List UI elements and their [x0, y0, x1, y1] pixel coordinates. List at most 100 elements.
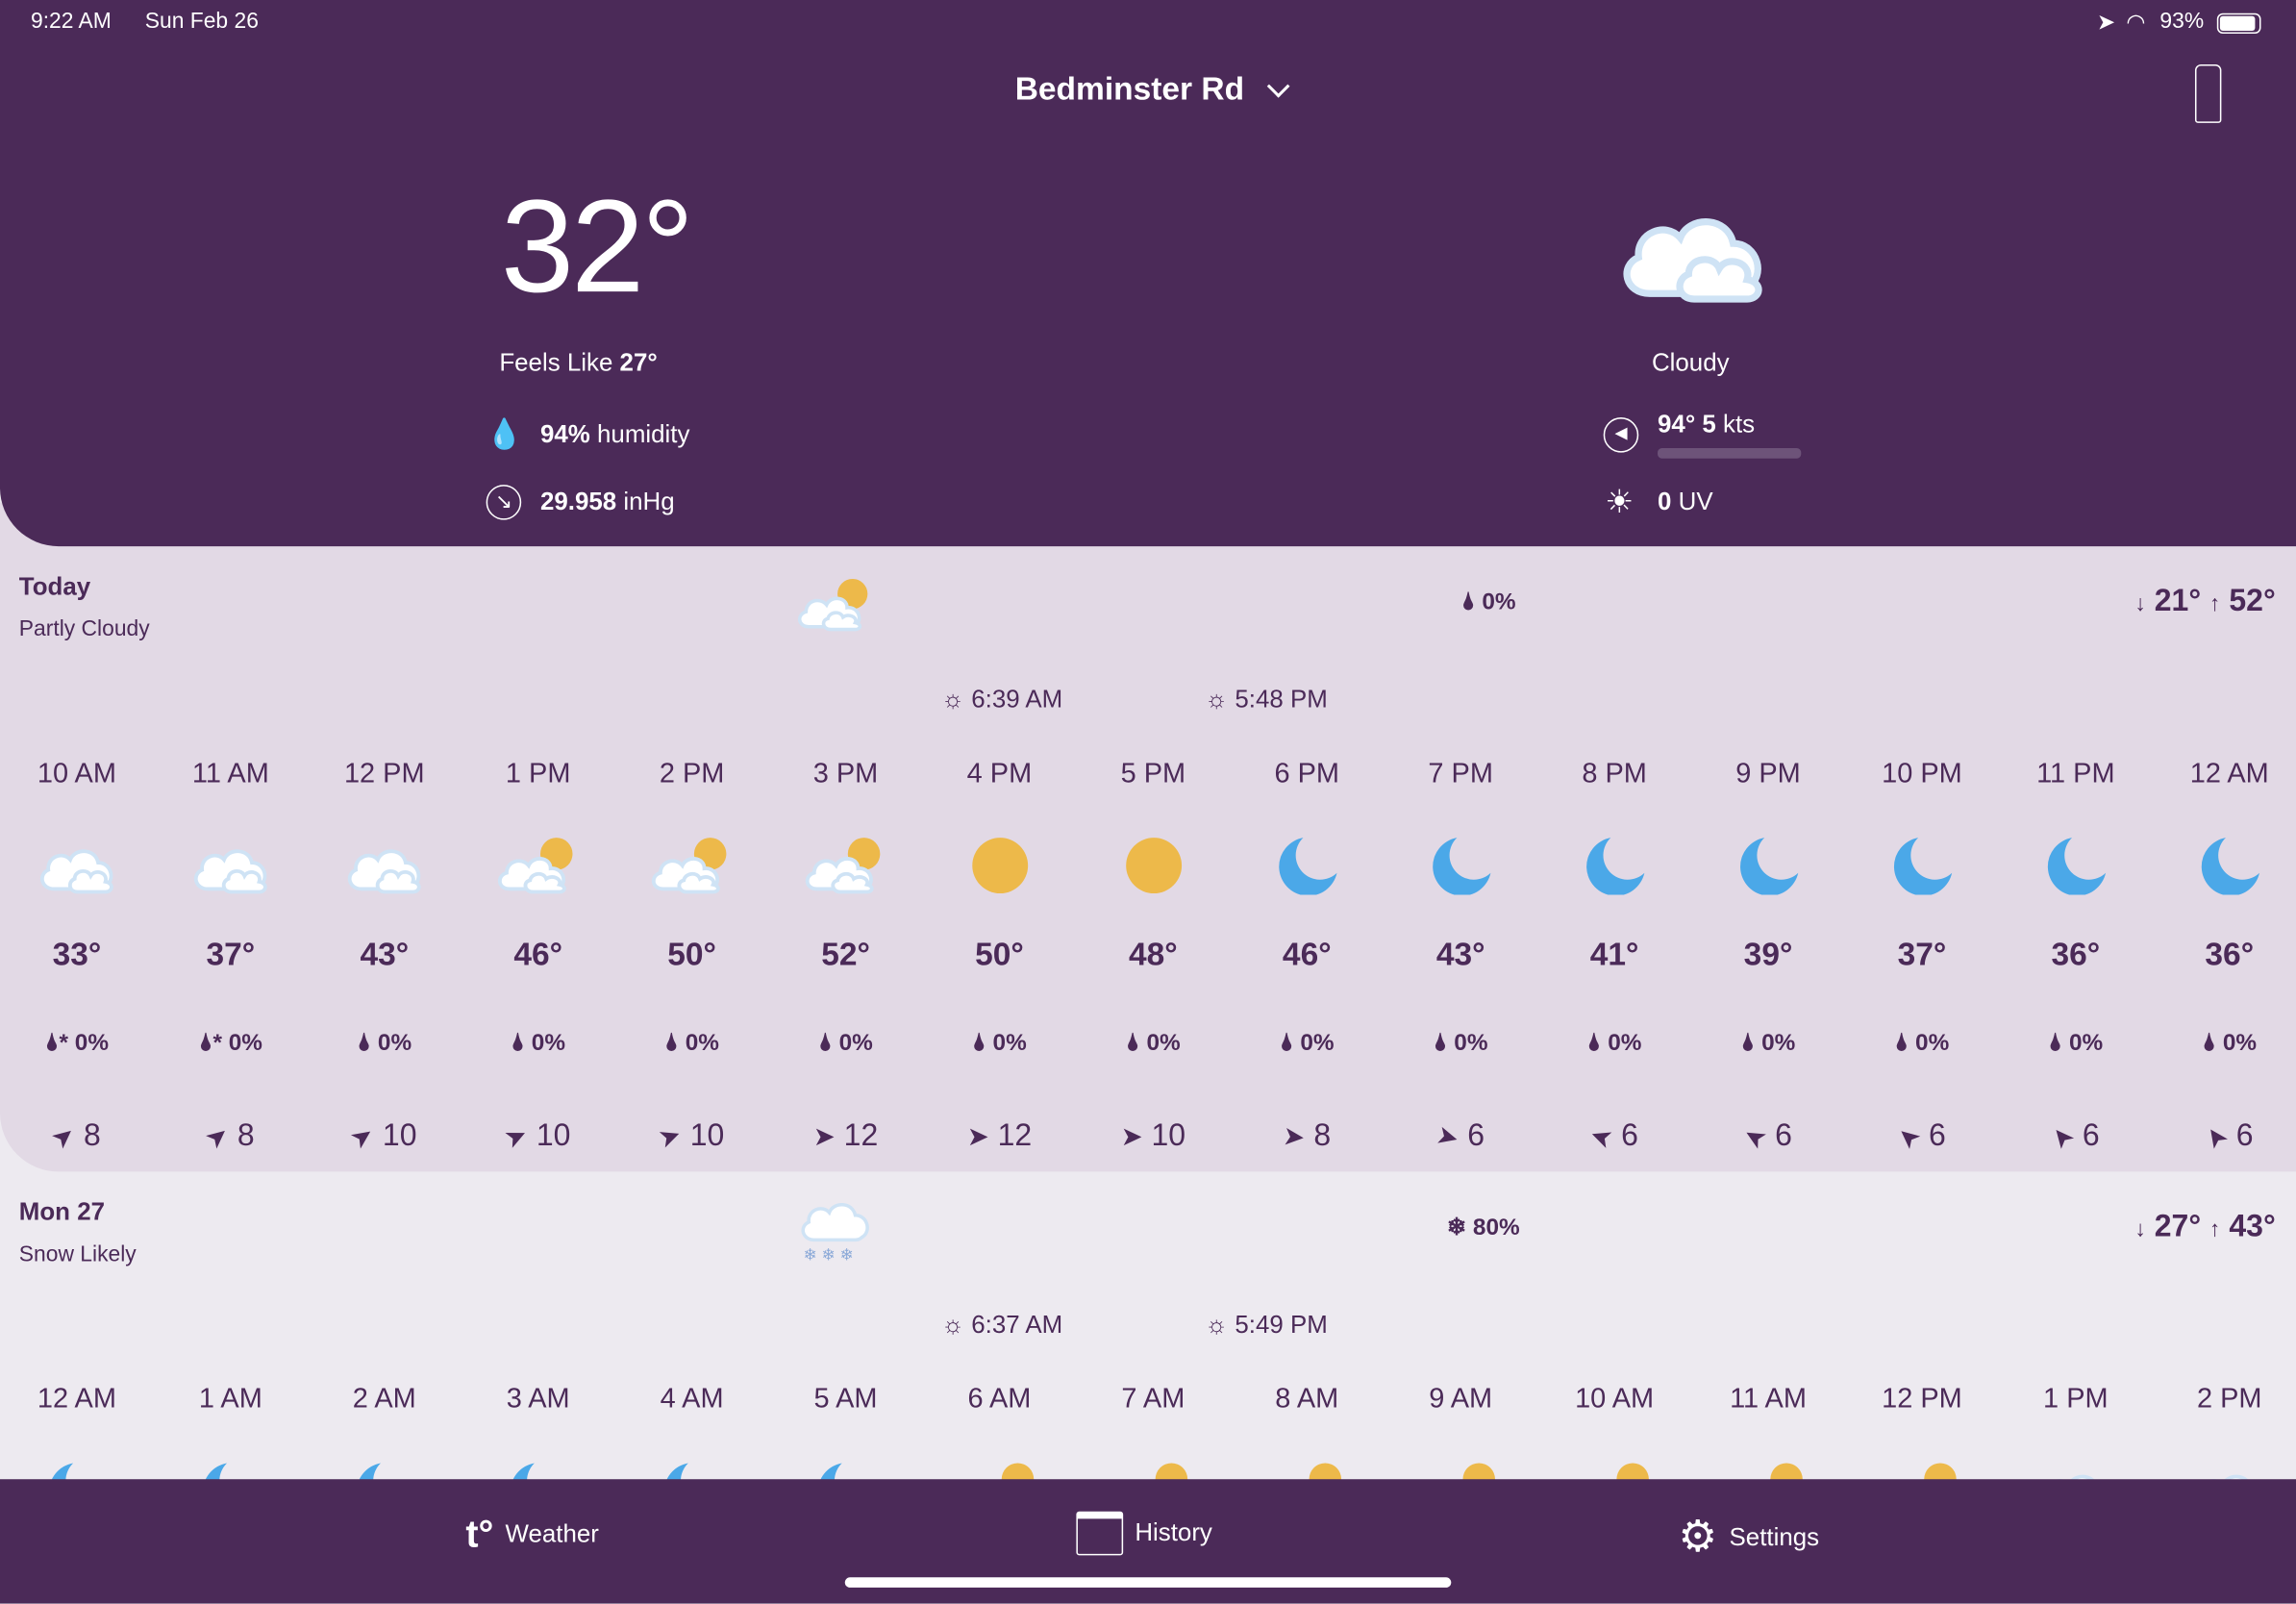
- day-precip: 🌢 0%: [1460, 589, 1516, 615]
- hour-label: 11 AM: [1730, 1384, 1807, 1416]
- sunset: ☼ 5:49 PM: [1205, 1311, 1328, 1340]
- location-selector[interactable]: Bedminster Rd: [0, 70, 2296, 109]
- hour-label: 12 AM: [2189, 758, 2269, 789]
- hour-precip: 🌢* 0%: [198, 1031, 262, 1057]
- hour-precip: 🌢 0%: [1279, 1031, 1335, 1057]
- sunset-icon: ☼: [1205, 685, 1229, 714]
- cloudy-icon: [34, 837, 121, 895]
- hour-precip: 🌢 0%: [1894, 1031, 1950, 1057]
- hour-precip: 🌢 0%: [511, 1031, 566, 1057]
- arrow-up-icon: ↑: [2209, 1216, 2221, 1242]
- feels-like: Feels Like 27°: [499, 348, 658, 377]
- hour-temp: 36°: [2205, 936, 2255, 973]
- moon-icon: [1263, 837, 1351, 895]
- hour-label: 1 PM: [505, 758, 571, 789]
- moon-icon: [2033, 837, 2120, 895]
- sunrise: ☼ 6:37 AM: [941, 1311, 1063, 1340]
- wind-direction-icon: ◀: [1603, 417, 1639, 453]
- hour-wind: ➤ 12: [812, 1118, 879, 1153]
- hour-precip: 🌢 0%: [2048, 1031, 2104, 1057]
- home-indicator[interactable]: [844, 1577, 1452, 1588]
- wind-arrow-icon: ➤: [199, 1117, 236, 1156]
- hour-label: 4 PM: [966, 758, 1033, 789]
- day-condition: Partly Cloudy: [18, 616, 150, 642]
- partly-cloudy-icon: [495, 837, 583, 895]
- hour-wind: ➤ 6: [1890, 1118, 1946, 1157]
- current-condition: Cloudy: [1651, 348, 1730, 377]
- wind-arrow-icon: ➤: [966, 1121, 989, 1152]
- partly-cloudy-icon: [795, 576, 877, 635]
- moon-icon: [1725, 837, 1812, 895]
- arrow-down-icon: ↓: [2134, 1216, 2146, 1242]
- rain-snow-icon: 🌢*: [44, 1031, 69, 1057]
- raindrop-icon: 🌢: [2048, 1031, 2063, 1057]
- tomorrow-forecast[interactable]: Mon 27 Snow Likely ❄ 80% ↓ 27° ↑ 43° ☼ 6…: [0, 1171, 2296, 1479]
- hour-label: 4 AM: [660, 1384, 724, 1416]
- hour-label: 10 AM: [37, 758, 116, 789]
- tab-history[interactable]: History: [1076, 1511, 1212, 1556]
- raindrop-icon: 🌢: [972, 1031, 986, 1057]
- hour-label: 6 PM: [1274, 758, 1340, 789]
- hour-label: 12 PM: [343, 758, 425, 789]
- sunset-icon: ☼: [1205, 1311, 1229, 1340]
- cloudy-icon: [341, 837, 429, 895]
- today-forecast[interactable]: Today Partly Cloudy 🌢 0% ↓ 21° ↑ 52° ☼ 6…: [0, 546, 2296, 1172]
- wind-arrow-icon: ➤: [344, 1117, 381, 1156]
- hour-label: 3 PM: [812, 758, 879, 789]
- hour-label: 7 PM: [1428, 758, 1493, 789]
- tab-weather[interactable]: t° Weather: [465, 1511, 599, 1556]
- hour-wind: ➤ 12: [966, 1118, 1033, 1153]
- hour-label: 11 PM: [2036, 758, 2115, 789]
- hour-temp: 37°: [1897, 936, 1947, 973]
- wind-arrow-icon: ➤: [655, 1118, 686, 1155]
- wind-arrow-icon: ➤: [812, 1121, 836, 1152]
- wind-arrow-icon: ➤: [1890, 1119, 1927, 1157]
- wind-gauge: [1658, 448, 1802, 459]
- hour-wind: ➤ 6: [1585, 1118, 1638, 1156]
- hour-wind: ➤ 10: [655, 1118, 725, 1155]
- hour-precip: 🌢 0%: [972, 1031, 1027, 1057]
- hour-wind: ➤ 6: [1737, 1118, 1792, 1157]
- station-device-icon[interactable]: [2194, 64, 2222, 123]
- battery-icon: [2216, 13, 2261, 35]
- raindrop-icon: 🌢: [511, 1031, 526, 1057]
- day-low-high: ↓ 27° ↑ 43°: [2134, 1209, 2276, 1244]
- tab-settings[interactable]: ⚙ Settings: [1678, 1513, 1820, 1562]
- hour-temp: 52°: [821, 936, 870, 973]
- hour-temp: 50°: [667, 936, 716, 973]
- status-time: 9:22 AM: [30, 9, 112, 35]
- hour-wind: ➤ 10: [1120, 1118, 1186, 1153]
- hour-label: 2 PM: [659, 758, 725, 789]
- hour-precip: 🌢 0%: [2202, 1031, 2258, 1057]
- hour-temp: 33°: [52, 936, 102, 973]
- hour-precip: 🌢* 0%: [44, 1031, 110, 1057]
- hour-temp: 43°: [360, 936, 410, 973]
- current-temperature: 32°: [500, 174, 694, 321]
- hour-temp: 46°: [513, 936, 563, 973]
- status-date: Sun Feb 26: [144, 9, 259, 35]
- sunset: ☼ 5:48 PM: [1205, 685, 1328, 714]
- hour-label: 6 AM: [967, 1384, 1032, 1416]
- wind-arrow-icon: ➤: [1737, 1119, 1772, 1157]
- wind-arrow-icon: ➤: [1282, 1120, 1307, 1153]
- hour-wind: ➤ 10: [500, 1118, 571, 1155]
- moon-icon: [1879, 837, 1966, 895]
- wind-arrow-icon: ➤: [2197, 1119, 2234, 1156]
- uv-sun-icon: ☀: [1605, 483, 1635, 520]
- location-name: Bedminster Rd: [1014, 70, 1245, 108]
- raindrop-icon: 🌢: [1586, 1031, 1602, 1057]
- hour-precip: 🌢 0%: [818, 1031, 873, 1057]
- wind-arrow-icon: ➤: [1433, 1119, 1463, 1154]
- current-conditions-header: 9:22 AM Sun Feb 26 ➤ ◠ 93% Bedminster Rd…: [0, 0, 2296, 547]
- raindrop-icon: 🌢: [1460, 589, 1476, 615]
- raindrop-icon: 🌢: [1279, 1031, 1294, 1057]
- hour-label: 8 AM: [1275, 1384, 1339, 1416]
- hour-temp: 48°: [1129, 936, 1178, 973]
- raindrop-icon: 🌢: [357, 1031, 372, 1057]
- raindrop-icon: 🌢: [2202, 1031, 2217, 1057]
- partly-cloudy-icon: [803, 837, 890, 895]
- hour-label: 1 PM: [2043, 1384, 2109, 1416]
- arrow-down-icon: ↓: [2134, 591, 2146, 617]
- hour-label: 2 AM: [352, 1384, 416, 1416]
- hour-temp: 43°: [1435, 936, 1485, 973]
